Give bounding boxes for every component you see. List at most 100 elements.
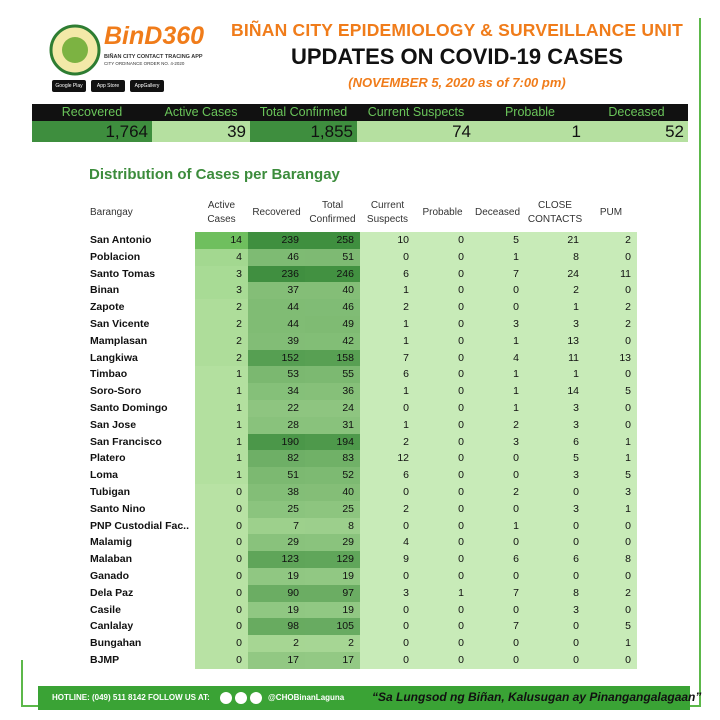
barangay-name: Malaban xyxy=(90,553,133,566)
table-cell: 46 xyxy=(305,299,360,316)
handle[interactable]: @CHOBinanLaguna xyxy=(268,693,345,702)
table-cell: 3 xyxy=(470,316,525,333)
summary-value: 1,764 xyxy=(32,121,152,142)
barangay-name: Dela Paz xyxy=(90,586,134,599)
table-cell: 6 xyxy=(360,366,415,384)
table-cell: 17 xyxy=(305,652,360,669)
table-cell: 0 xyxy=(195,568,248,585)
table-cell: 123 xyxy=(248,551,305,568)
table-cell: 152 xyxy=(248,349,305,367)
badge[interactable]: Google Play xyxy=(52,80,86,92)
barangay-name: Santo Tomas xyxy=(90,267,156,280)
table-cell: 1 xyxy=(195,416,248,434)
table-cell: 0 xyxy=(415,299,470,316)
table-cell: 0 xyxy=(525,484,585,501)
table-cell: 0 xyxy=(585,534,637,552)
table-cell: 1 xyxy=(195,467,248,484)
column-header: Recovered xyxy=(252,207,301,218)
table-cell: 0 xyxy=(195,584,248,602)
table-cell: 0 xyxy=(585,332,637,350)
table-cell: 4 xyxy=(195,248,248,266)
summary-label: Deceased xyxy=(585,104,688,121)
table-cell: 0 xyxy=(195,652,248,669)
summary-value: 74 xyxy=(357,121,475,142)
table-cell: 0 xyxy=(360,484,415,501)
title: BIÑAN CITY EPIDEMIOLOGY & SURVEILLANCE U… xyxy=(231,20,683,40)
table-cell: 14 xyxy=(195,232,248,249)
table-cell: 0 xyxy=(525,618,585,636)
table-cell: 2 xyxy=(360,433,415,451)
table-cell: 51 xyxy=(248,467,305,484)
table-cell: 1 xyxy=(195,383,248,400)
badge[interactable]: App Store xyxy=(91,80,125,92)
table-cell: 190 xyxy=(248,433,305,451)
table-cell: 0 xyxy=(585,282,637,300)
table-cell: 158 xyxy=(305,349,360,367)
table-cell: 28 xyxy=(248,416,305,434)
table-cell: 0 xyxy=(470,467,525,484)
table-cell: 0 xyxy=(360,635,415,652)
table-cell: 0 xyxy=(415,652,470,669)
table-cell: 7 xyxy=(470,265,525,283)
table-cell: 2 xyxy=(195,299,248,316)
table-cell: 97 xyxy=(305,584,360,602)
table-cell: 17 xyxy=(248,652,305,669)
table-cell: 0 xyxy=(195,517,248,535)
table-cell: 258 xyxy=(305,232,360,249)
summary-label: Active Cases xyxy=(152,104,250,121)
table-cell: 19 xyxy=(305,568,360,585)
table-cell: 7 xyxy=(470,618,525,636)
table-cell: 2 xyxy=(305,635,360,652)
barangay-name: Langkiwa xyxy=(90,351,138,364)
badge[interactable]: AppGallery xyxy=(130,80,164,92)
logo-note: CITY ORDINANCE ORDER NO. 4-2020 xyxy=(104,61,185,66)
table-cell: 0 xyxy=(585,416,637,434)
table-cell: 2 xyxy=(585,232,637,249)
table-cell: 0 xyxy=(360,517,415,535)
table-cell: 3 xyxy=(525,316,585,333)
table-cell: 0 xyxy=(470,601,525,619)
table-cell: 11 xyxy=(585,265,637,283)
table-cell: 25 xyxy=(305,500,360,518)
table-cell: 0 xyxy=(360,618,415,636)
table-cell: 0 xyxy=(415,601,470,619)
table-cell: 3 xyxy=(525,601,585,619)
barangay-name: Timbao xyxy=(90,368,128,381)
table-cell: 0 xyxy=(415,467,470,484)
instagram-icon xyxy=(250,692,262,704)
table-cell: 2 xyxy=(195,332,248,350)
table-cell: 0 xyxy=(360,652,415,669)
table-cell: 1 xyxy=(470,517,525,535)
table-cell: 5 xyxy=(525,450,585,468)
table-cell: 9 xyxy=(360,551,415,568)
summary-value: 1,855 xyxy=(250,121,357,142)
table-cell: 5 xyxy=(585,618,637,636)
table-cell: 0 xyxy=(415,282,470,300)
table-cell: 0 xyxy=(415,450,470,468)
hotline: HOTLINE: (049) 511 8142 xyxy=(52,693,146,702)
table-cell: 236 xyxy=(248,265,305,283)
table-cell: 1 xyxy=(360,383,415,400)
table-cell: 0 xyxy=(585,601,637,619)
table-cell: 2 xyxy=(585,584,637,602)
table-cell: 0 xyxy=(470,534,525,552)
table-cell: 1 xyxy=(415,584,470,602)
table-cell: 1 xyxy=(585,433,637,451)
column-header: Active Cases xyxy=(207,200,236,225)
table-cell: 44 xyxy=(248,299,305,316)
table-cell: 29 xyxy=(248,534,305,552)
table-cell: 0 xyxy=(195,601,248,619)
table-cell: 0 xyxy=(470,450,525,468)
table-cell: 6 xyxy=(525,433,585,451)
table-cell: 0 xyxy=(360,601,415,619)
table-cell: 52 xyxy=(305,467,360,484)
table-cell: 0 xyxy=(585,652,637,669)
table-cell: 1 xyxy=(470,366,525,384)
summary-label: Recovered xyxy=(32,104,152,121)
table-cell: 0 xyxy=(585,248,637,266)
table-cell: 0 xyxy=(415,500,470,518)
table-cell: 5 xyxy=(585,383,637,400)
table-cell: 246 xyxy=(305,265,360,283)
table-cell: 8 xyxy=(585,551,637,568)
barangay-name: Loma xyxy=(90,469,119,482)
